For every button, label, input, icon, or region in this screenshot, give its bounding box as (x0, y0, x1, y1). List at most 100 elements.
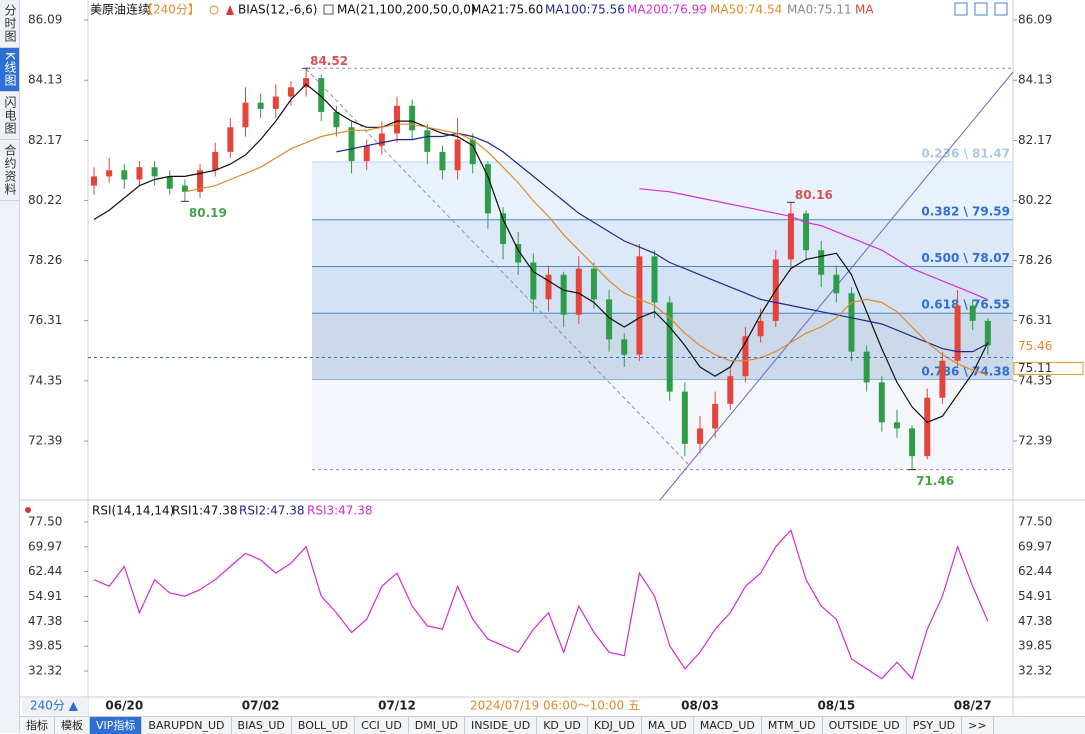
window-button[interactable] (954, 2, 968, 16)
period-box[interactable] (22, 698, 88, 715)
side-tab[interactable]: 合约资料 (0, 140, 19, 201)
candle-body (424, 130, 431, 152)
y-tick-label: 80.22 (28, 193, 62, 207)
rsi-line (93, 529, 989, 680)
tab[interactable]: 模板 (55, 717, 90, 734)
ma-line (639, 188, 989, 301)
period-button[interactable]: 240分 ▲ (30, 699, 79, 713)
y-tick-label: 77.50 (28, 514, 62, 528)
candle-body (984, 320, 991, 346)
side-tab[interactable]: 分时图 (0, 0, 19, 48)
candle-body (681, 391, 688, 444)
y-tick-label: 72.39 (28, 434, 62, 448)
annotation: 71.46 (916, 474, 954, 488)
candle-body (878, 382, 885, 423)
candle-body (318, 78, 325, 112)
price-box-label: 75.11 (1018, 361, 1052, 375)
annotation: 84.52 (310, 54, 348, 68)
y-tick-label: 54.91 (28, 589, 62, 603)
candle-body (378, 133, 385, 146)
fib-label: 0.382 \ 79.59 (921, 204, 1010, 218)
side-tab[interactable]: K线图 (0, 48, 19, 92)
y-tick-label: 62.44 (28, 564, 62, 578)
y-tick-label: 72.39 (1018, 434, 1052, 448)
window-button[interactable] (994, 2, 1008, 16)
tab[interactable]: 指标 (20, 717, 55, 734)
tab[interactable]: DMI_UD (409, 717, 466, 734)
candle-body (409, 105, 416, 131)
legend-item: RSI1:47.38 (172, 504, 238, 518)
legend-item: MA (855, 3, 874, 17)
candle-body (697, 428, 703, 444)
candle-body (909, 428, 916, 457)
y-tick-label: 84.13 (28, 73, 62, 87)
x-tick-label: 08/27 (954, 699, 992, 713)
y-tick-label: 76.31 (28, 313, 62, 327)
y-tick-label: 39.85 (1018, 639, 1052, 653)
icon[interactable] (209, 5, 219, 15)
candle-body (363, 145, 370, 162)
y-tick-label: 78.26 (28, 253, 62, 267)
candle-body (106, 170, 113, 177)
icon[interactable] (226, 5, 234, 15)
candle-body (954, 305, 961, 361)
candle-body (197, 170, 204, 192)
tab[interactable]: >> (962, 717, 994, 734)
tab[interactable]: BIAS_UD (232, 717, 292, 734)
candle-body (636, 256, 643, 355)
ma-line (336, 132, 989, 353)
candle-body (454, 139, 461, 171)
candle-body (166, 176, 173, 189)
candle-body (151, 167, 158, 177)
candle-body (257, 102, 264, 109)
tab[interactable]: OUTSIDE_UD (823, 717, 907, 734)
tab[interactable]: INSIDE_UD (465, 717, 538, 734)
y-tick-label: 47.38 (1018, 614, 1052, 628)
price-box (1013, 361, 1084, 375)
tab-bar: 指标 模板 VIP指标 BARUPDN_UD BIAS_UD BOLL_UD CCI_UD D… (20, 716, 1085, 734)
tab[interactable]: MACD_UD (694, 717, 762, 734)
candle-body (712, 403, 719, 429)
candle-body (348, 127, 355, 162)
x-tick-label: 06/20 (105, 699, 143, 713)
y-tick-label: 69.97 (28, 539, 62, 553)
legend: MA21:75.60 MA100:75.56 MA200:76.99 MA50:74.… (471, 3, 782, 17)
ma-line (184, 123, 989, 376)
legend-item: MA200:76.99 (627, 3, 707, 17)
annotation: 80.16 (795, 188, 833, 202)
window-button[interactable] (974, 2, 988, 16)
legend-item: MA50:74.54 (710, 3, 782, 17)
candle-body (515, 244, 522, 263)
indicator: BIAS(12,-6,6) (238, 3, 317, 17)
tab[interactable]: MA_UD (642, 717, 694, 734)
tab[interactable]: BARUPDN_UD (142, 717, 232, 734)
indicator: MA(21,100,200,50,0,0) (337, 3, 476, 17)
tab[interactable]: PSY_UD (907, 717, 963, 734)
candle-body (757, 320, 764, 337)
fib-label: 0.618 \ 76.55 (921, 298, 1010, 312)
y-tick-label: 76.31 (1018, 313, 1052, 327)
tab[interactable]: KD_UD (537, 717, 588, 734)
fib-zone (312, 266, 1013, 314)
side-tab[interactable]: 闪电图 (0, 92, 19, 140)
candle-body (606, 299, 613, 340)
y-tick-label: 62.44 (1018, 564, 1052, 578)
annotation: 80.19 (189, 206, 227, 220)
tab[interactable]: BOLL_UD (292, 717, 356, 734)
y-tick-label: 54.91 (1018, 589, 1052, 603)
candle-body (242, 102, 249, 128)
candle-body (333, 111, 340, 128)
tab[interactable]: CCI_UD (355, 717, 409, 734)
icon[interactable] (25, 507, 31, 513)
trend-line (305, 68, 689, 465)
candle-body (818, 250, 825, 275)
icon[interactable] (323, 4, 334, 15)
candle-body (833, 274, 840, 294)
fib-label: 0.786 \ 74.38 (921, 364, 1010, 378)
y-tick-label: 39.85 (28, 639, 62, 653)
tab[interactable]: VIP指标 (90, 717, 143, 734)
tab[interactable]: MTM_UD (762, 717, 823, 734)
candle-body (484, 164, 491, 214)
fib-zone (312, 313, 1013, 380)
tab[interactable]: KDJ_UD (588, 717, 642, 734)
